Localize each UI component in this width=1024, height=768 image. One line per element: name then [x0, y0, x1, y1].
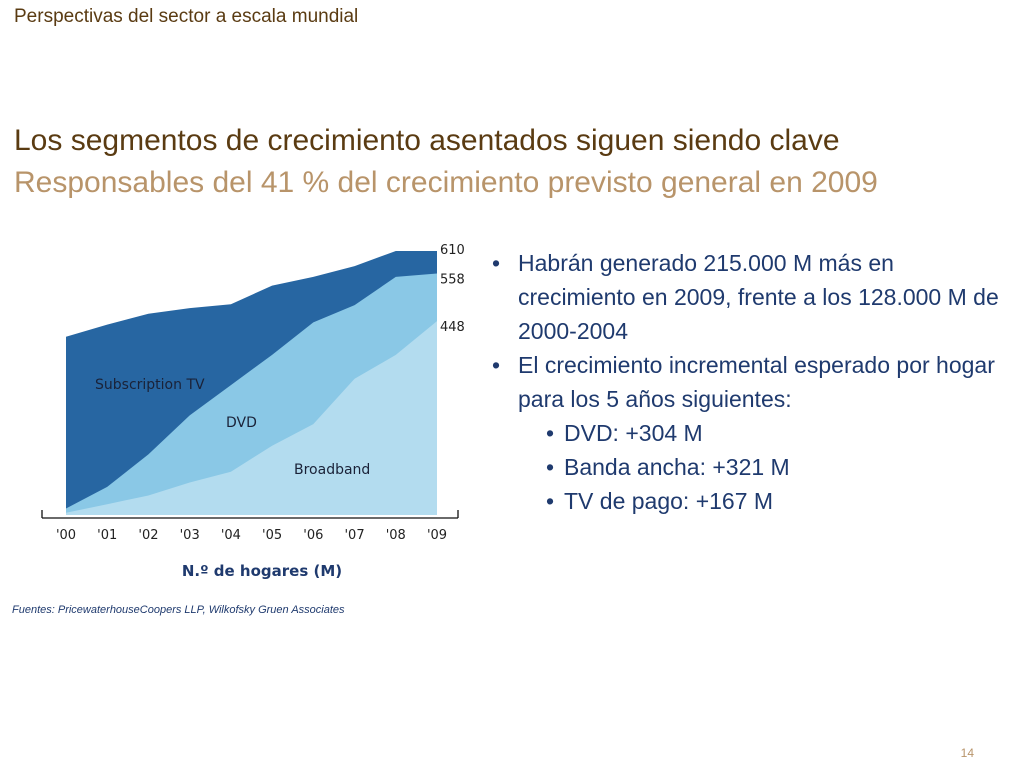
- x-tick-label: '04: [221, 528, 241, 543]
- area-series-broadband: [66, 321, 437, 515]
- x-tick-label: '00: [56, 528, 76, 543]
- x-tick-label: '03: [180, 528, 200, 543]
- x-axis-label: N.º de hogares (M): [182, 562, 342, 580]
- x-tick-label: '05: [262, 528, 282, 543]
- slide-title: Los segmentos de crecimiento asentados s…: [14, 124, 840, 157]
- end-value-label: 448: [440, 320, 465, 335]
- page-number: 14: [960, 746, 974, 760]
- x-axis: '00 '01 '02 '03 '04 '05 '06 '07 '08 '09 N.º de hog…: [41, 510, 459, 580]
- bullet-item: TV de pago: +167 M: [492, 484, 1012, 518]
- area-label: Broadband: [294, 462, 370, 478]
- bullet-item: DVD: +304 M: [492, 416, 1012, 450]
- households-area-chart: '00 '01 '02 '03 '04 '05 '06 '07 '08 '09 N.º de hog…: [41, 243, 465, 580]
- chart-areas: [66, 251, 437, 515]
- source-note: Fuentes: PricewaterhouseCoopers LLP, Wil…: [12, 604, 345, 616]
- area-label: Subscription TV: [95, 377, 205, 393]
- x-tick-label: '08: [386, 528, 406, 543]
- x-tick-label: '07: [344, 528, 364, 543]
- x-tick-label: '01: [97, 528, 117, 543]
- bullet-item: El crecimiento incremental esperado por …: [492, 348, 1012, 416]
- bullet-item: Habrán generado 215.000 M más en crecimi…: [492, 246, 1012, 348]
- x-tick-label: '06: [303, 528, 323, 543]
- section-header: Perspectivas del sector a escala mundial: [14, 6, 359, 27]
- x-tick-label: '09: [427, 528, 447, 543]
- slide-subtitle: Responsables del 41 % del crecimiento pr…: [14, 166, 878, 199]
- area-label: DVD: [226, 415, 257, 431]
- bullet-item: Banda ancha: +321 M: [492, 450, 1012, 484]
- chart-labels: 610 558 448 Subscription TV DVD Broadband: [95, 243, 465, 478]
- bullet-list: Habrán generado 215.000 M más en crecimi…: [492, 246, 1012, 518]
- end-value-label: 558: [440, 272, 465, 287]
- x-tick-label: '02: [138, 528, 158, 543]
- end-value-label: 610: [440, 243, 465, 258]
